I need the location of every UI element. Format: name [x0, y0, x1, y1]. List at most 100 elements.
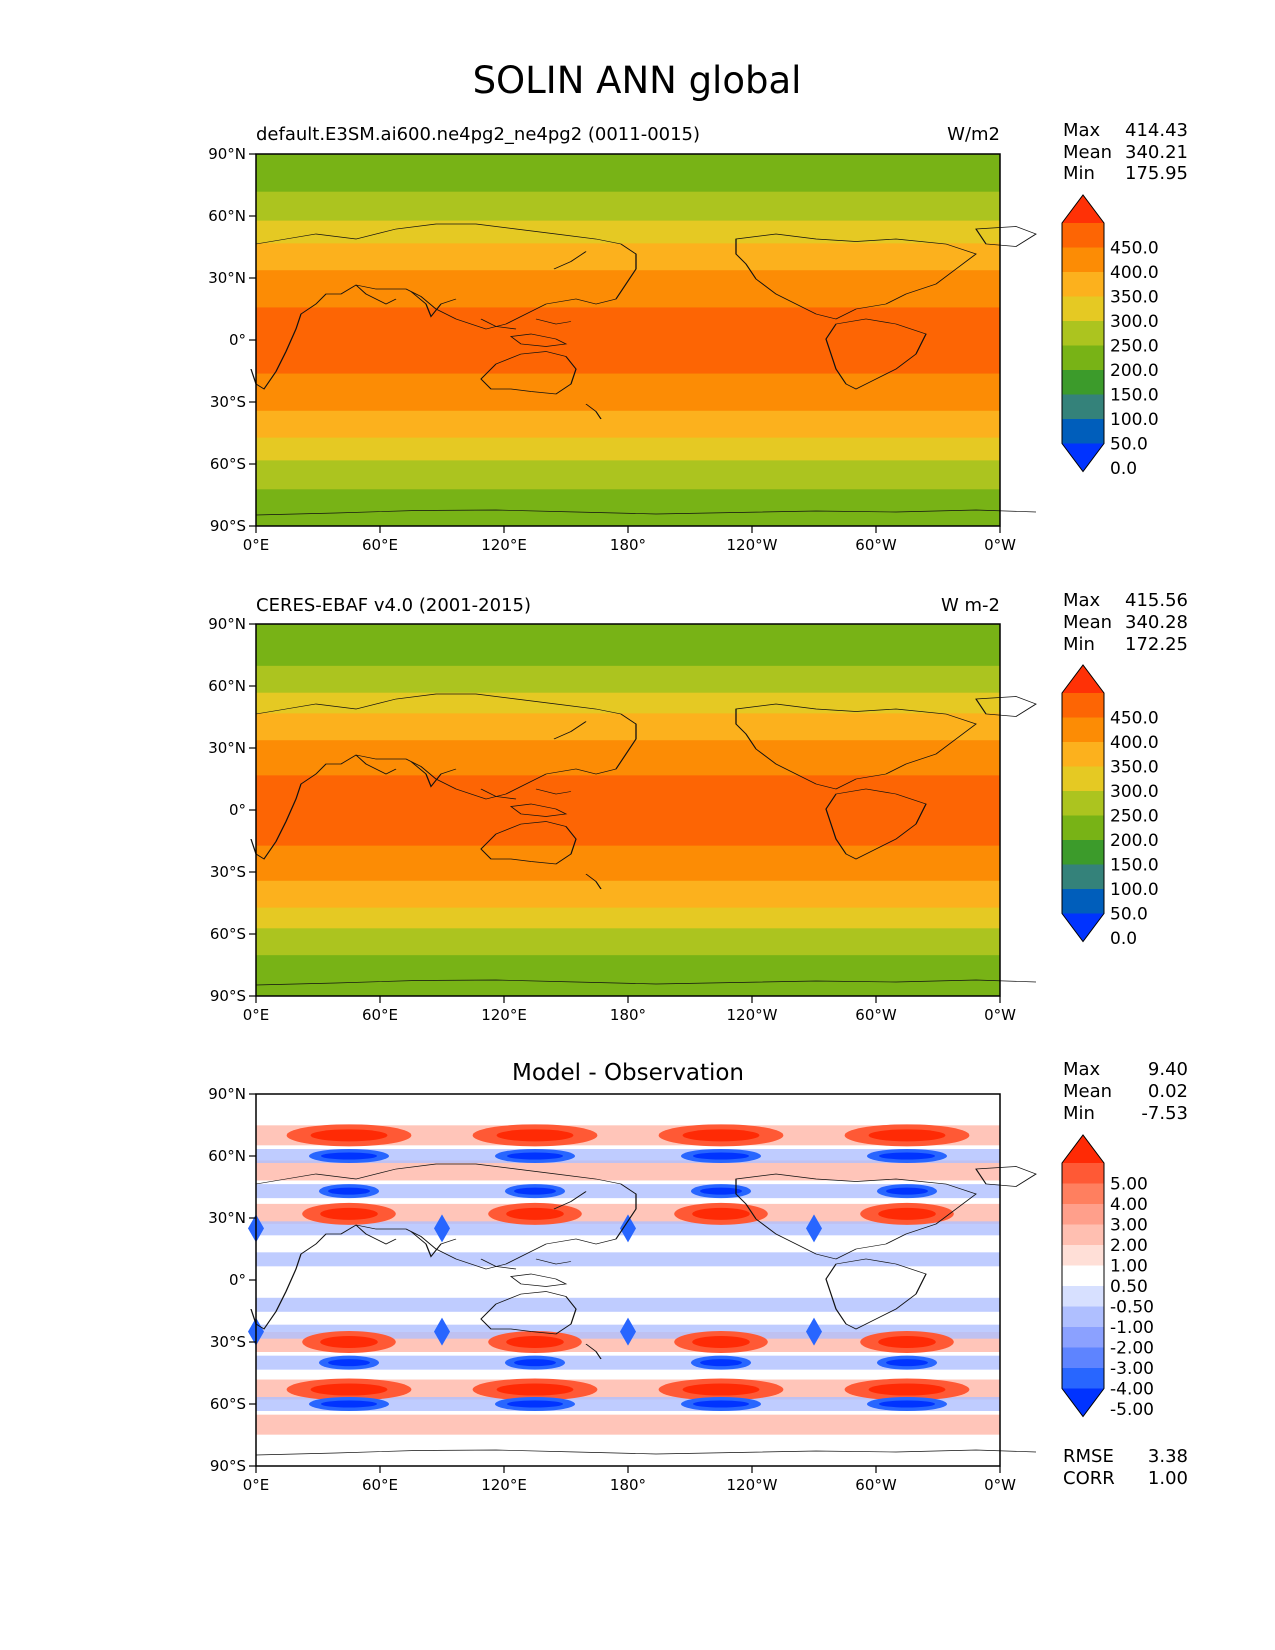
diff-blob-pos — [310, 1383, 388, 1396]
panel-title: CERES-EBAF v4.0 (2001-2015) — [256, 595, 531, 616]
colorbar-extend-min — [1062, 1388, 1104, 1417]
lat-tick-label: 30°S — [210, 1333, 246, 1351]
colorbar-swatch — [1062, 1163, 1104, 1184]
band — [256, 692, 1000, 714]
lat-tick-label: 30°N — [208, 739, 246, 757]
diff-band-neg — [256, 1149, 1000, 1163]
colorbar-swatch — [1062, 1327, 1104, 1348]
colorbar-swatch — [1062, 394, 1104, 420]
lon-tick-label: 180° — [610, 1006, 646, 1024]
diff-blob-pos — [310, 1129, 388, 1142]
stat-max-label: Max — [1063, 590, 1101, 611]
diff-blob-neg — [514, 1359, 556, 1367]
metric-rmse-value: 3.38 — [1148, 1446, 1188, 1467]
diff-band-neg — [256, 1355, 1000, 1370]
stat-mean-label: Mean — [1063, 1081, 1112, 1102]
colorbar-label: 350.0 — [1110, 758, 1159, 778]
colorbar-extend-max — [1062, 195, 1104, 223]
band — [256, 712, 1000, 741]
diff-blob-pos — [496, 1129, 574, 1142]
longitude-axis: 0°E 60°E 120°E 180° 120°W 60°W 0°W — [243, 996, 1016, 1024]
lat-tick-label: 60°S — [210, 455, 246, 473]
colorbar: 5.004.003.002.001.000.50-0.50-1.00-2.00-… — [1061, 1134, 1154, 1420]
lon-tick-label: 120°W — [727, 1476, 778, 1494]
lon-tick-label: 60°E — [362, 1476, 398, 1494]
band — [256, 954, 1000, 997]
lat-tick-label: 60°N — [208, 677, 246, 695]
diff-diamond — [434, 1214, 450, 1243]
diff-blob-pos — [878, 1336, 936, 1348]
lon-tick-label: 60°W — [855, 1476, 897, 1494]
lon-tick-label: 180° — [610, 1476, 646, 1494]
band — [256, 154, 1000, 192]
colorbar: 450.0 400.0 350.0 300.0 250.0 200.0 150.0 100.0… — [1061, 664, 1159, 949]
band — [256, 220, 1000, 244]
diff-band-pos — [256, 1379, 1000, 1400]
diff-blob-pos — [506, 1207, 564, 1220]
colorbar-outline — [1061, 1134, 1105, 1418]
colorbar-swatch — [1062, 223, 1104, 248]
lon-tick-label: 120°E — [481, 1006, 527, 1024]
diff-blob-pos — [692, 1336, 750, 1348]
lon-tick-label: 60°W — [855, 1006, 897, 1024]
stat-mean-label: Mean — [1063, 142, 1112, 163]
colorbar-label: -1.00 — [1110, 1318, 1154, 1338]
colorbar-label: 450.0 — [1110, 709, 1159, 729]
colorbar-extend-max — [1062, 1135, 1104, 1163]
colorbar-label: -3.00 — [1110, 1359, 1154, 1379]
colorbar-swatch — [1062, 1347, 1104, 1369]
colorbar-label: 300.0 — [1110, 312, 1159, 332]
colorbar-swatch — [1062, 791, 1104, 816]
colorbar-label: -0.50 — [1110, 1298, 1154, 1318]
diff-blob-pos — [868, 1383, 946, 1396]
band — [256, 907, 1000, 929]
diff-blob-neg — [328, 1359, 370, 1367]
diff-diamond — [806, 1214, 822, 1243]
latitude-axis: 90°N 60°N 30°N 0° 30°S 60°S 90°S — [208, 615, 256, 1005]
diff-band-pos — [256, 1160, 1000, 1181]
stat-max-label: Max — [1063, 1059, 1101, 1080]
lon-tick-label: 0°E — [243, 1006, 270, 1024]
longitude-axis: 0°E 60°E 120°E 180° 120°W 60°W 0°W — [243, 526, 1016, 554]
stats-box: Max 9.40 Mean 0.02 Min -7.53 — [1063, 1059, 1188, 1124]
colorbar-label: 300.0 — [1110, 782, 1159, 802]
colorbar-label: 350.0 — [1110, 288, 1159, 308]
colorbar-swatch — [1062, 815, 1104, 841]
stat-min-label: Min — [1063, 634, 1095, 655]
lon-tick-label: 0°E — [243, 1476, 270, 1494]
lon-tick-label: 60°W — [855, 536, 897, 554]
diff-blob-neg — [507, 1400, 563, 1408]
lat-tick-label: 90°N — [208, 145, 246, 163]
lon-tick-label: 0°E — [243, 536, 270, 554]
colorbar-outline — [1061, 194, 1105, 473]
stat-min-value: -7.53 — [1141, 1103, 1188, 1124]
panel-units: W/m2 — [947, 124, 1000, 145]
stat-mean-value: 340.28 — [1125, 612, 1188, 633]
lon-tick-label: 120°E — [481, 536, 527, 554]
metric-corr-value: 1.00 — [1148, 1468, 1188, 1489]
diff-blob-neg — [693, 1400, 749, 1408]
diff-blob-pos — [878, 1207, 936, 1220]
colorbar-swatch — [1062, 296, 1104, 322]
colorbar-swatch — [1062, 419, 1104, 444]
map-field — [248, 1094, 1000, 1466]
colorbar-label: 3.00 — [1110, 1216, 1148, 1236]
lat-tick-label: 30°S — [210, 863, 246, 881]
band — [256, 269, 1000, 308]
diff-band-neg — [256, 1297, 1000, 1312]
diff-blob-neg — [321, 1152, 377, 1160]
stat-max-value: 9.40 — [1148, 1059, 1188, 1080]
colorbar-label: 400.0 — [1110, 733, 1159, 753]
diff-diamond — [620, 1214, 636, 1243]
stats-box: Max 414.43 Mean 340.21 Min 175.95 — [1063, 120, 1188, 184]
lat-tick-label: 60°N — [208, 1147, 246, 1165]
colorbar-outline — [1061, 664, 1105, 943]
band — [256, 437, 1000, 461]
metric-rmse-label: RMSE — [1063, 1446, 1114, 1467]
band — [256, 191, 1000, 221]
diff-blob-neg — [514, 1187, 556, 1195]
colorbar-label: 250.0 — [1110, 337, 1159, 357]
diff-diamond — [434, 1317, 450, 1346]
latitude-axis: 90°N 60°N 30°N 0° 30°S 60°S 90°S — [208, 145, 256, 535]
